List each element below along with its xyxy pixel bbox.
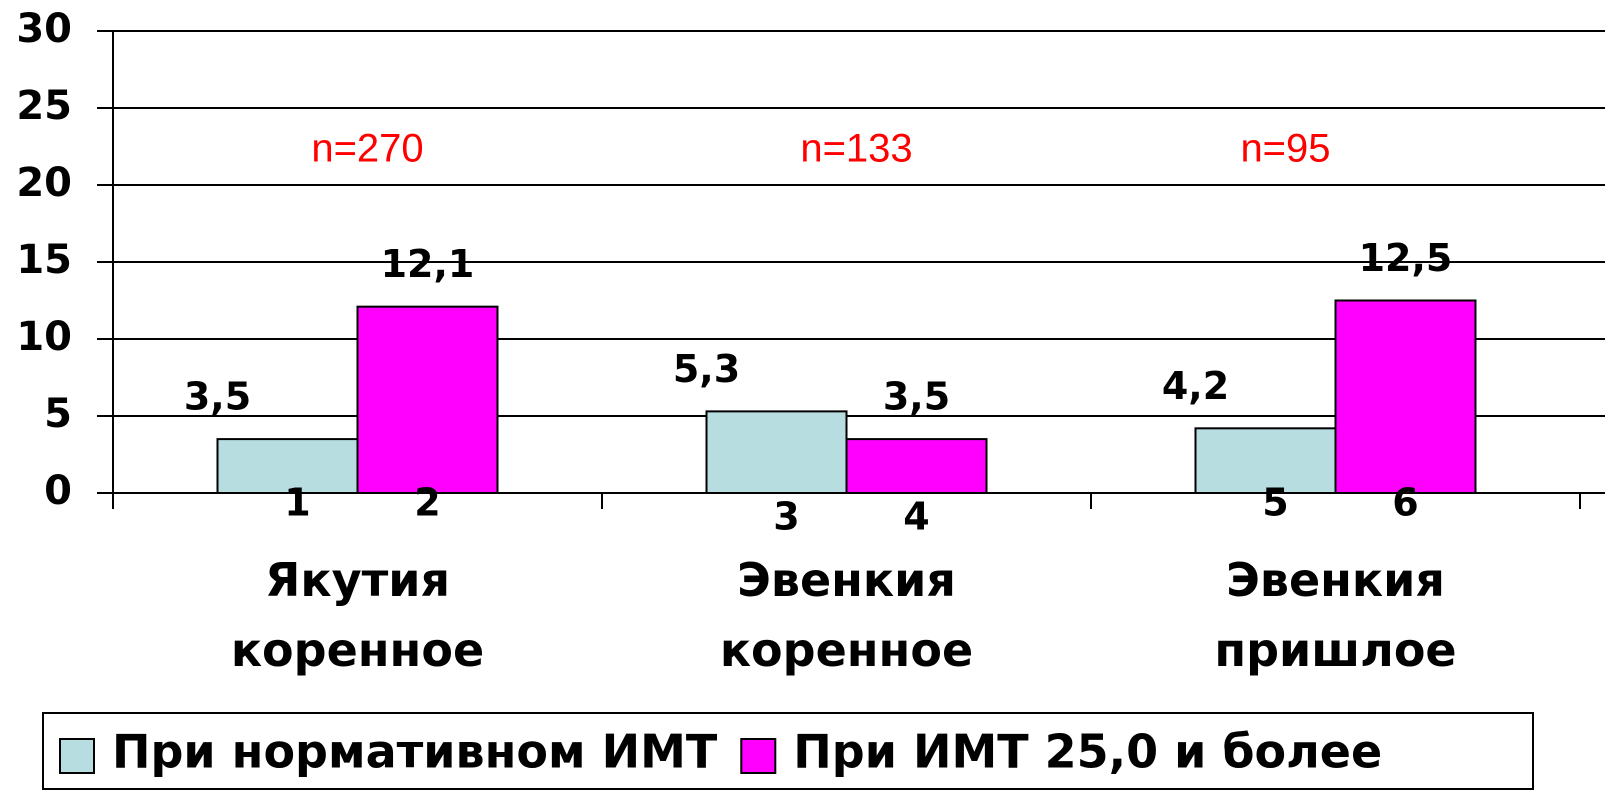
data-label: 3,5 [883,375,950,419]
legend-label: При нормативном ИМТ [112,725,718,779]
bar [1194,427,1337,495]
y-tick-label: 25 [16,83,72,129]
data-label: 12,5 [1359,236,1453,280]
y-tick-label: 10 [16,314,72,360]
annotation: n=270 [311,127,423,171]
data-label: 12,1 [381,242,475,286]
bar-number: 5 [1262,481,1288,525]
bar-number: 1 [284,481,310,525]
legend-swatch [740,738,777,774]
y-tick-label: 20 [16,160,72,206]
legend-label: При ИМТ 25,0 и более [793,725,1382,779]
bar-number: 3 [773,495,799,539]
bar-number: 4 [903,495,929,539]
annotation: n=133 [800,127,912,171]
y-tick-label: 5 [44,391,72,437]
data-label: 3,5 [184,375,251,419]
annotation: n=95 [1240,127,1330,171]
y-tick-label: 0 [44,468,72,514]
legend-swatch [59,738,95,774]
legend-box [42,712,1534,790]
y-tick-label: 15 [16,237,72,283]
bar [845,438,988,495]
bar [1334,299,1477,494]
x-tick-label: Якутия коренное [230,553,485,677]
data-label: 4,2 [1162,364,1229,408]
bar-number: 2 [414,481,440,525]
bar [356,305,499,494]
bar [216,438,359,495]
bar [705,410,848,495]
data-label: 5,3 [673,347,740,391]
x-tick-label: Эвенкия коренное [719,553,974,677]
bar-number: 6 [1392,481,1418,525]
x-tick-label: Эвенкия пришлое [1214,553,1457,677]
y-tick-label: 30 [16,6,72,52]
